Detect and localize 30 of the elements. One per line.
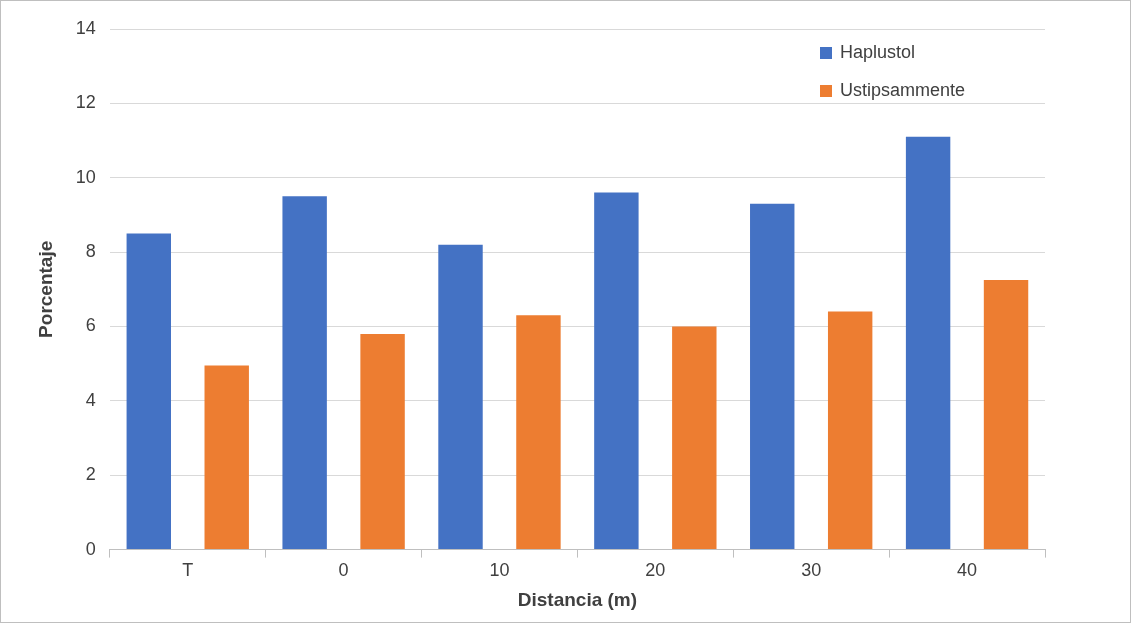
bar [905,136,951,550]
x-axis-title: Distancia (m) [517,588,638,610]
x-tick-label: 40 [957,560,978,581]
bar [360,333,405,550]
bar [594,192,639,550]
x-tick-label: 30 [801,560,822,581]
bar [282,196,327,550]
bar [516,315,561,550]
bar [204,365,249,550]
x-tick-label: 0 [338,560,349,581]
y-tick-label: 4 [85,389,96,410]
bar [672,326,717,550]
bar [983,280,1029,550]
bar [438,244,483,550]
y-axis-title: Porcentaje [34,240,56,338]
legend-label: Ustipsammente [840,79,966,100]
y-tick-label: 2 [85,464,96,485]
x-tick-label: 10 [489,560,510,581]
y-tick-label: 10 [75,166,96,187]
x-tick-label: T [182,560,194,581]
y-tick-label: 14 [75,17,96,38]
y-tick-label: 6 [85,315,96,336]
y-tick-label: 12 [75,92,96,113]
legend-label: Haplustol [840,41,916,62]
x-tick-label: 20 [645,560,666,581]
bar [126,233,171,550]
bar [750,203,795,550]
bar [827,311,873,550]
y-tick-label: 8 [85,241,96,262]
y-tick-label: 0 [85,538,96,559]
